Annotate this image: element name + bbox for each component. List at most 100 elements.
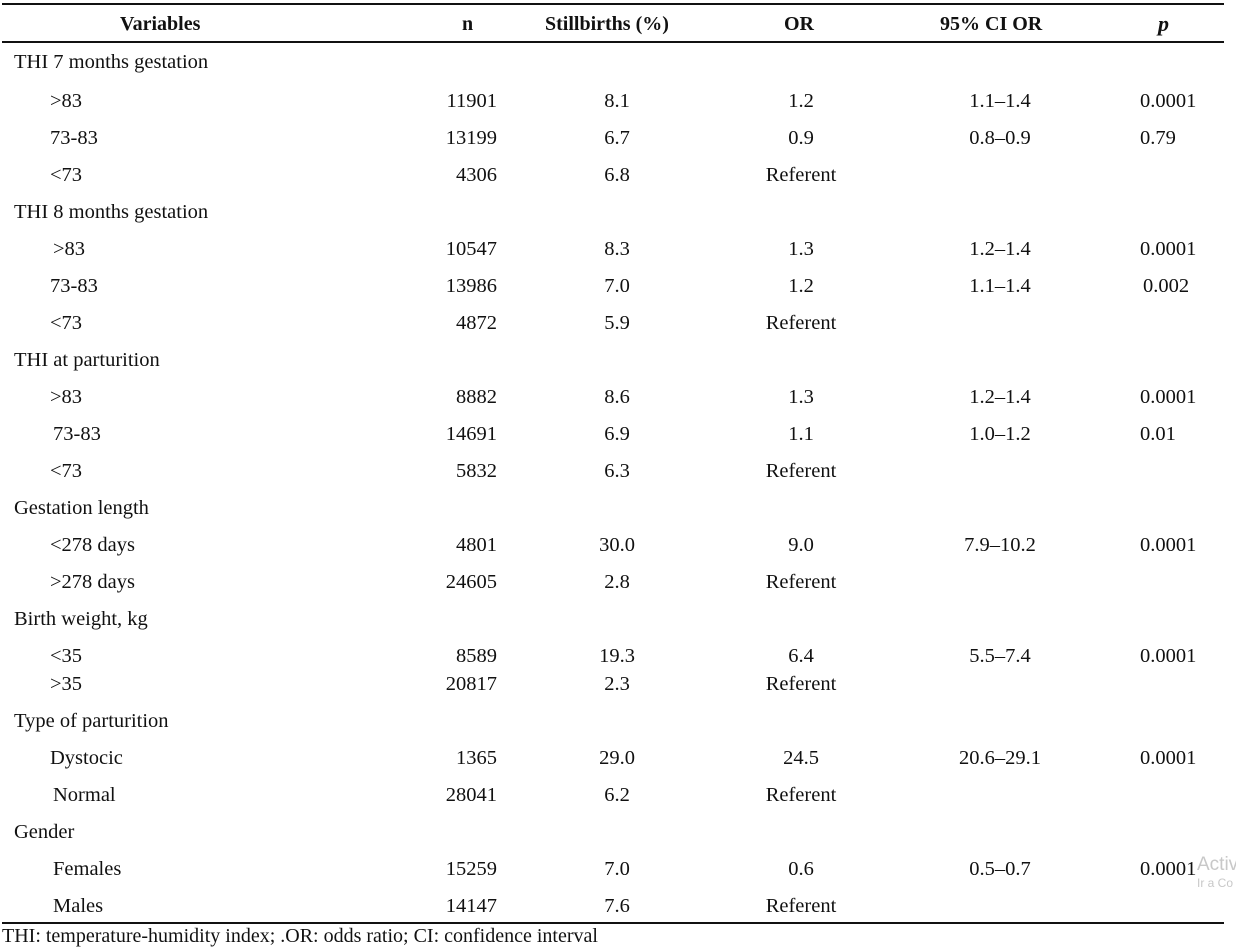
or-cell: Referent	[765, 895, 837, 917]
table-header-rule	[2, 41, 1224, 43]
or-cell: 1.3	[788, 238, 814, 260]
n-cell: 4306	[456, 164, 497, 186]
group-row: Gestation length	[0, 494, 1236, 522]
row-label: <73	[50, 460, 83, 482]
ci-cell: 1.2–1.4	[969, 238, 1031, 260]
header-p: p	[1158, 11, 1169, 36]
stillbirths-cell: 7.0	[604, 858, 630, 880]
group-label: Birth weight, kg	[14, 608, 148, 630]
n-cell: 13199	[445, 127, 497, 149]
p-cell: 0.0001	[1140, 534, 1197, 556]
row-label: >83	[50, 90, 83, 112]
or-cell: 1.2	[788, 90, 814, 112]
group-label: THI 7 months gestation	[14, 51, 209, 73]
table-row: Dystocic 1365 29.0 24.5 20.6–29.1 0.0001	[0, 744, 1236, 772]
table-row: >83 10547 8.3 1.3 1.2–1.4 0.0001	[0, 235, 1236, 263]
table-row: >83 8882 8.6 1.3 1.2–1.4 0.0001	[0, 383, 1236, 411]
table-row: >35 20817 2.3 Referent	[0, 670, 1236, 698]
row-label: >83	[53, 238, 86, 260]
table-row: 73-83 13986 7.0 1.2 1.1–1.4 0.002	[0, 272, 1236, 300]
row-label: <35	[50, 645, 83, 667]
group-row: Type of parturition	[0, 707, 1236, 735]
row-label: <278 days	[50, 534, 136, 556]
p-cell: 0.0001	[1140, 386, 1197, 408]
stillbirths-cell: 7.0	[604, 275, 630, 297]
row-label: Males	[53, 895, 104, 917]
or-cell: 1.2	[788, 275, 814, 297]
stillbirths-cell: 6.8	[604, 164, 630, 186]
row-label: >83	[50, 386, 83, 408]
table-row: <73 4306 6.8 Referent	[0, 161, 1236, 189]
table-bottom-rule	[2, 922, 1224, 924]
stillbirths-cell: 6.7	[604, 127, 630, 149]
watermark-line-1: Activ	[1197, 854, 1236, 875]
table-row: Normal 28041 6.2 Referent	[0, 781, 1236, 809]
or-cell: 24.5	[783, 747, 819, 769]
ci-cell: 1.2–1.4	[969, 386, 1031, 408]
or-cell: Referent	[765, 571, 837, 593]
group-label: THI 8 months gestation	[14, 201, 209, 223]
n-cell: 15259	[445, 858, 497, 880]
stillbirths-cell: 8.3	[604, 238, 630, 260]
row-label: 73-83	[50, 275, 98, 297]
n-cell: 4801	[456, 534, 497, 556]
row-label: Females	[53, 858, 122, 880]
row-label: Dystocic	[50, 747, 123, 769]
header-stillbirths: Stillbirths (%)	[545, 13, 669, 35]
header-or: OR	[784, 13, 814, 35]
n-cell: 20817	[445, 673, 497, 695]
watermark-line-2: Ir a Co	[1197, 876, 1234, 890]
p-cell: 0.79	[1140, 127, 1176, 149]
ci-cell: 1.0–1.2	[969, 423, 1031, 445]
stillbirths-cell: 8.1	[604, 90, 630, 112]
header-ci: 95% CI OR	[940, 13, 1043, 35]
n-cell: 13986	[445, 275, 497, 297]
p-cell: 0.002	[1143, 275, 1190, 297]
group-row: Gender	[0, 818, 1236, 846]
p-cell: 0.01	[1140, 423, 1176, 445]
ci-cell: 7.9–10.2	[964, 534, 1036, 556]
or-cell: 1.3	[788, 386, 814, 408]
stillbirths-cell: 19.3	[599, 645, 635, 667]
row-label: >278 days	[50, 571, 136, 593]
stillbirths-cell: 5.9	[604, 312, 630, 334]
or-cell: Referent	[765, 164, 837, 186]
ci-cell: 20.6–29.1	[959, 747, 1041, 769]
stillbirths-cell: 29.0	[599, 747, 635, 769]
table-row: Females 15259 7.0 0.6 0.5–0.7 0.0001	[0, 855, 1236, 883]
ci-cell: 1.1–1.4	[969, 275, 1031, 297]
table-row: 73-83 13199 6.7 0.9 0.8–0.9 0.79	[0, 124, 1236, 152]
stillbirths-cell: 30.0	[599, 534, 635, 556]
table-row: >278 days 24605 2.8 Referent	[0, 568, 1236, 596]
group-label: Gestation length	[14, 497, 149, 519]
ci-cell: 0.5–0.7	[969, 858, 1031, 880]
or-cell: Referent	[765, 784, 837, 806]
ci-cell: 0.8–0.9	[969, 127, 1031, 149]
activation-watermark: Activ Ir a Co	[1197, 854, 1236, 890]
or-cell: 1.1	[788, 423, 814, 445]
n-cell: 24605	[445, 571, 497, 593]
group-row: THI 8 months gestation	[0, 198, 1236, 226]
ci-cell: 5.5–7.4	[969, 645, 1031, 667]
n-cell: 28041	[445, 784, 497, 806]
header-n: n	[462, 13, 474, 35]
group-label: Type of parturition	[14, 710, 169, 732]
row-label: >35	[50, 673, 83, 695]
table-row: Males 14147 7.6 Referent	[0, 892, 1236, 920]
or-cell: Referent	[765, 460, 837, 482]
n-cell: 11901	[446, 90, 498, 112]
group-row: Birth weight, kg	[0, 605, 1236, 633]
or-cell: Referent	[765, 312, 837, 334]
table-row: <278 days 4801 30.0 9.0 7.9–10.2 0.0001	[0, 531, 1236, 559]
group-row: THI at parturition	[0, 346, 1236, 374]
row-label: 73-83	[50, 127, 98, 149]
p-cell: 0.0001	[1140, 858, 1197, 880]
table-footnote: THI: temperature-humidity index; .OR: od…	[2, 925, 598, 947]
row-label: <73	[50, 312, 83, 334]
table-row: <73 5832 6.3 Referent	[0, 457, 1236, 485]
table-row: 73-83 14691 6.9 1.1 1.0–1.2 0.01	[0, 420, 1236, 448]
or-cell: 9.0	[788, 534, 814, 556]
p-cell: 0.0001	[1140, 747, 1197, 769]
row-label: 73-83	[53, 423, 101, 445]
stillbirths-cell: 7.6	[604, 895, 630, 917]
